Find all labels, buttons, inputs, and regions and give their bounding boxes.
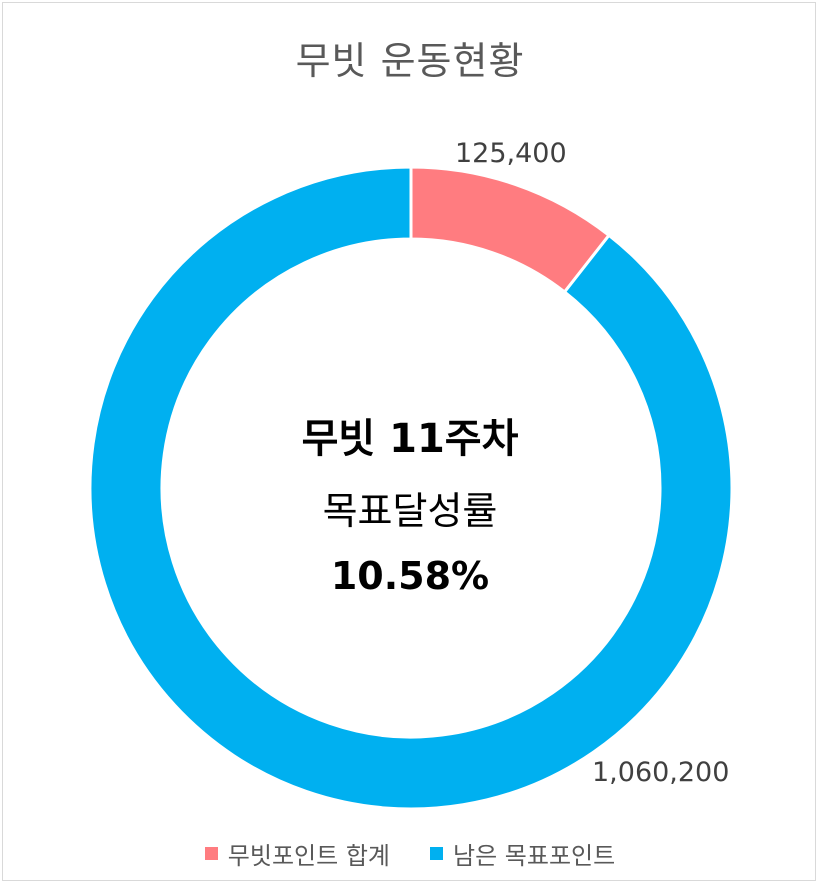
legend: 무빗포인트 합계 남은 목표포인트 [0,836,820,871]
chart-title: 무빗 운동현황 [295,39,525,83]
legend-swatch-points-total [204,847,218,860]
legend-item-remaining: 남은 목표포인트 [430,836,615,871]
data-label-remaining: 1,060,200 [592,757,730,788]
center-week-label: 무빗 11주차 [301,416,519,462]
legend-label-points-total: 무빗포인트 합계 [227,842,390,870]
legend-label-remaining: 남은 목표포인트 [453,842,616,870]
legend-item-points-total: 무빗포인트 합계 [204,836,390,871]
center-percentage: 10.58% [330,554,490,598]
legend-swatch-remaining [430,847,443,860]
data-label-points-total: 125,400 [455,138,567,169]
slice-remaining [88,165,734,811]
center-goal-label: 목표달성률 [322,489,498,533]
